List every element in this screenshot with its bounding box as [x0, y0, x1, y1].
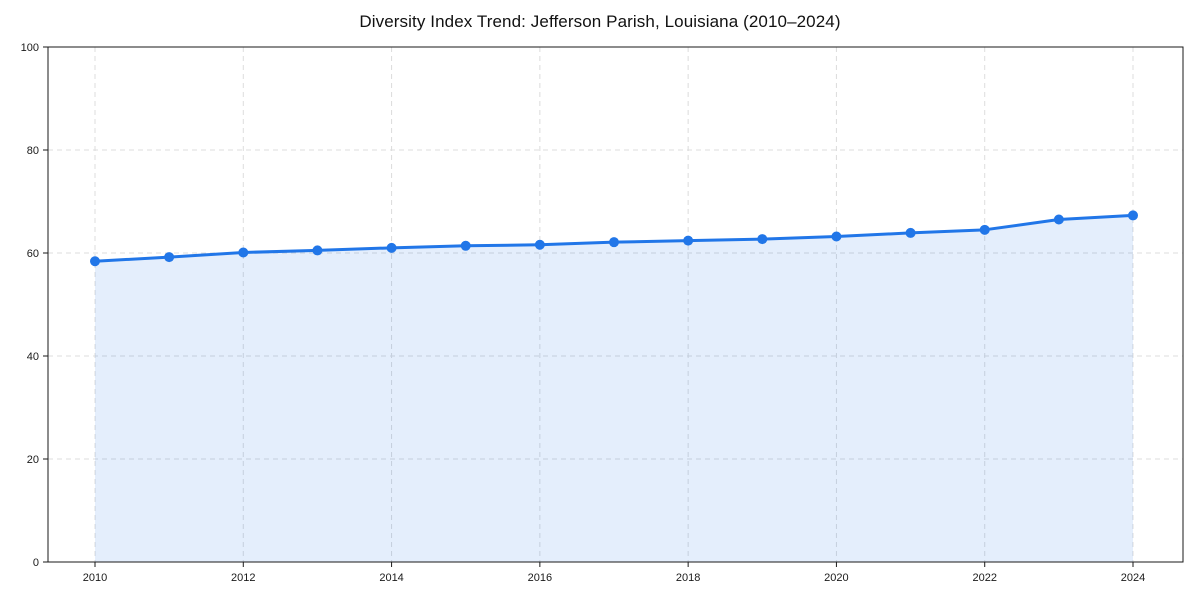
data-point-marker	[386, 242, 397, 253]
x-tick-label: 2012	[231, 572, 255, 584]
x-tick-label: 2022	[972, 572, 996, 584]
data-point-marker	[683, 235, 694, 246]
y-tick-label: 100	[21, 42, 39, 54]
area-fill	[95, 215, 1133, 562]
data-point-marker	[1053, 214, 1064, 225]
data-point-marker	[905, 227, 916, 238]
data-point-marker	[460, 240, 471, 251]
data-point-marker	[609, 237, 619, 248]
x-tick-label: 2020	[824, 572, 848, 584]
data-point-marker	[90, 256, 100, 267]
data-point-marker	[534, 239, 545, 250]
data-point-marker	[831, 231, 842, 242]
data-point-marker	[1128, 210, 1138, 221]
x-tick-label: 2024	[1121, 572, 1145, 584]
x-tick-label: 2016	[528, 572, 552, 584]
data-point-marker	[979, 224, 990, 235]
data-point-marker	[312, 245, 323, 256]
y-tick-label: 60	[27, 248, 39, 260]
x-tick-label: 2010	[83, 572, 107, 584]
y-tick-label: 0	[33, 557, 39, 569]
y-tick-label: 20	[27, 454, 39, 466]
x-tick-label: 2014	[379, 572, 403, 584]
x-tick-label: 2018	[676, 572, 700, 584]
data-point-marker	[164, 252, 175, 263]
y-tick-label: 40	[27, 351, 39, 363]
chart-title: Diversity Index Trend: Jefferson Parish,…	[359, 12, 841, 31]
y-tick-label: 80	[27, 145, 39, 157]
plot-box	[47, 46, 1184, 563]
data-point-marker	[757, 234, 768, 245]
data-point-marker	[238, 247, 249, 258]
